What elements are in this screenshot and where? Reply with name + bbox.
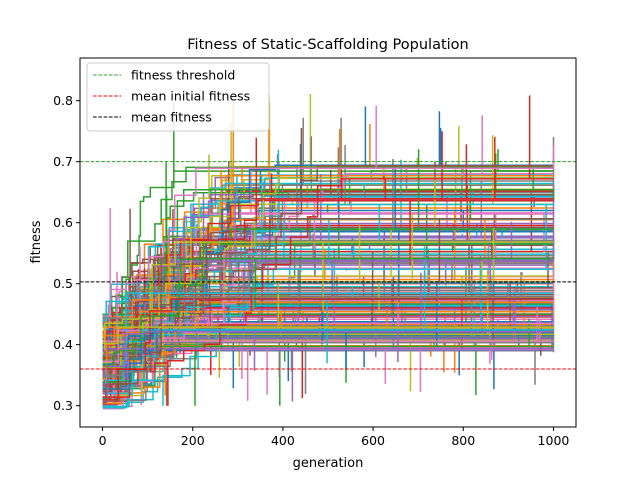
fitness-series-line: [102, 102, 554, 340]
y-tick-label: 0.6: [53, 215, 73, 230]
fitness-series-line: [102, 276, 554, 394]
chart-title: Fitness of Static-Scaffolding Population: [187, 37, 468, 53]
x-tick-label: 0: [99, 433, 107, 448]
fitness-series-line: [102, 186, 554, 328]
legend-entry-label: fitness threshold: [131, 68, 235, 83]
legend-entry-label: mean initial fitness: [131, 89, 250, 104]
fitness-series-line: [102, 293, 554, 383]
population-lines: [102, 94, 555, 410]
fitness-series-line: [102, 217, 554, 404]
fitness-series-line: [102, 254, 554, 377]
fitness-series-line: [102, 257, 554, 367]
legend-box: [86, 62, 270, 132]
y-tick-label: 0.4: [53, 337, 73, 352]
fitness-series-line: [102, 261, 555, 405]
x-tick-label: 800: [451, 433, 475, 448]
fitness-series-line: [102, 240, 554, 402]
x-tick-label: 1000: [538, 433, 570, 448]
legend-entry-label: mean fitness: [131, 110, 212, 125]
x-axis-label: generation: [293, 456, 364, 471]
fitness-series-line: [102, 318, 554, 406]
fitness-series-line: [102, 281, 554, 344]
fitness-series-line: [102, 128, 554, 367]
fitness-series-line: [102, 292, 554, 322]
x-axis-ticks: 0 200 400 600 800 1000: [99, 427, 570, 448]
x-tick-label: 400: [271, 433, 295, 448]
fitness-series-line: [102, 250, 554, 363]
reference-lines: [80, 161, 576, 370]
y-tick-label: 0.5: [53, 276, 73, 291]
fitness-series-line: [102, 277, 554, 390]
y-tick-label: 0.7: [53, 154, 73, 169]
fitness-series-line: [102, 95, 554, 406]
fitness-series-line: [102, 267, 554, 340]
fitness-series-line: [102, 289, 554, 319]
plot-area-frame: [79, 57, 577, 428]
fitness-series-line: [102, 271, 554, 379]
fitness-series-line: [102, 105, 555, 317]
fitness-series-line: [102, 241, 554, 368]
fitness-series-line: [102, 246, 554, 388]
fitness-series-line: [102, 229, 554, 380]
legend: fitness threshold mean initial fitness mea…: [86, 62, 270, 132]
y-tick-label: 0.3: [53, 398, 73, 413]
fitness-series-line: [102, 298, 554, 401]
x-tick-label: 600: [361, 433, 385, 448]
y-tick-label: 0.8: [53, 93, 73, 108]
fitness-series-line: [102, 272, 554, 395]
fitness-series-line: [102, 348, 554, 381]
fitness-series-line: [102, 166, 554, 330]
fitness-series-line: [102, 268, 554, 406]
fitness-series-line: [102, 234, 554, 407]
y-axis-ticks: 0.3 0.4 0.5 0.6 0.7 0.8: [53, 93, 80, 413]
y-axis-label: fitness: [29, 220, 44, 263]
x-tick-label: 200: [181, 433, 205, 448]
fitness-series-line: [102, 311, 554, 337]
fitness-series-line: [102, 187, 554, 356]
